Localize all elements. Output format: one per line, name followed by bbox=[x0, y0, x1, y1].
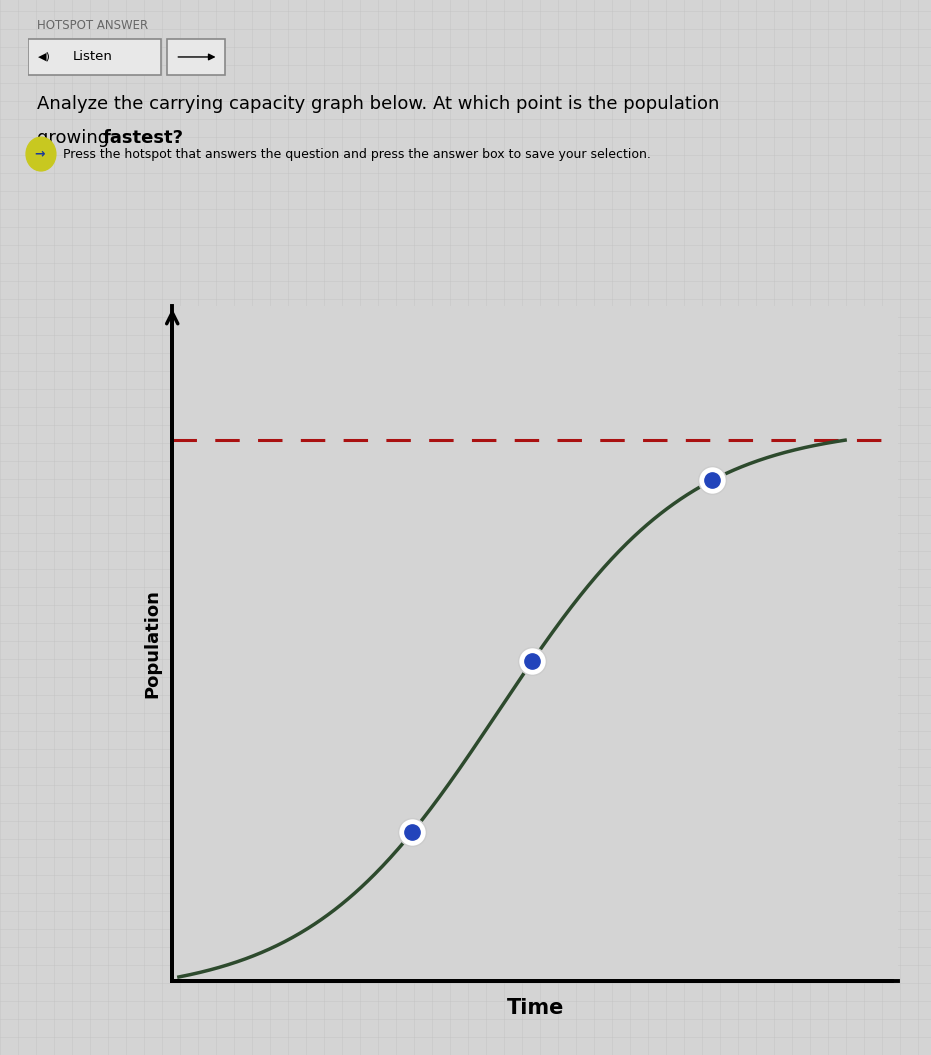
Text: ◀): ◀) bbox=[38, 52, 51, 62]
FancyBboxPatch shape bbox=[28, 39, 161, 75]
Y-axis label: Population: Population bbox=[143, 589, 161, 698]
Text: Listen: Listen bbox=[73, 51, 113, 63]
Text: →: → bbox=[34, 148, 45, 160]
Text: Analyze the carrying capacity graph below. At which point is the population: Analyze the carrying capacity graph belo… bbox=[37, 95, 720, 113]
Text: HOTSPOT ANSWER: HOTSPOT ANSWER bbox=[37, 19, 148, 32]
FancyBboxPatch shape bbox=[168, 39, 224, 75]
Text: Press the hotspot that answers the question and press the answer box to save you: Press the hotspot that answers the quest… bbox=[63, 148, 651, 160]
Text: growing: growing bbox=[37, 129, 115, 147]
X-axis label: Time: Time bbox=[506, 998, 564, 1018]
Text: fastest?: fastest? bbox=[102, 129, 183, 147]
